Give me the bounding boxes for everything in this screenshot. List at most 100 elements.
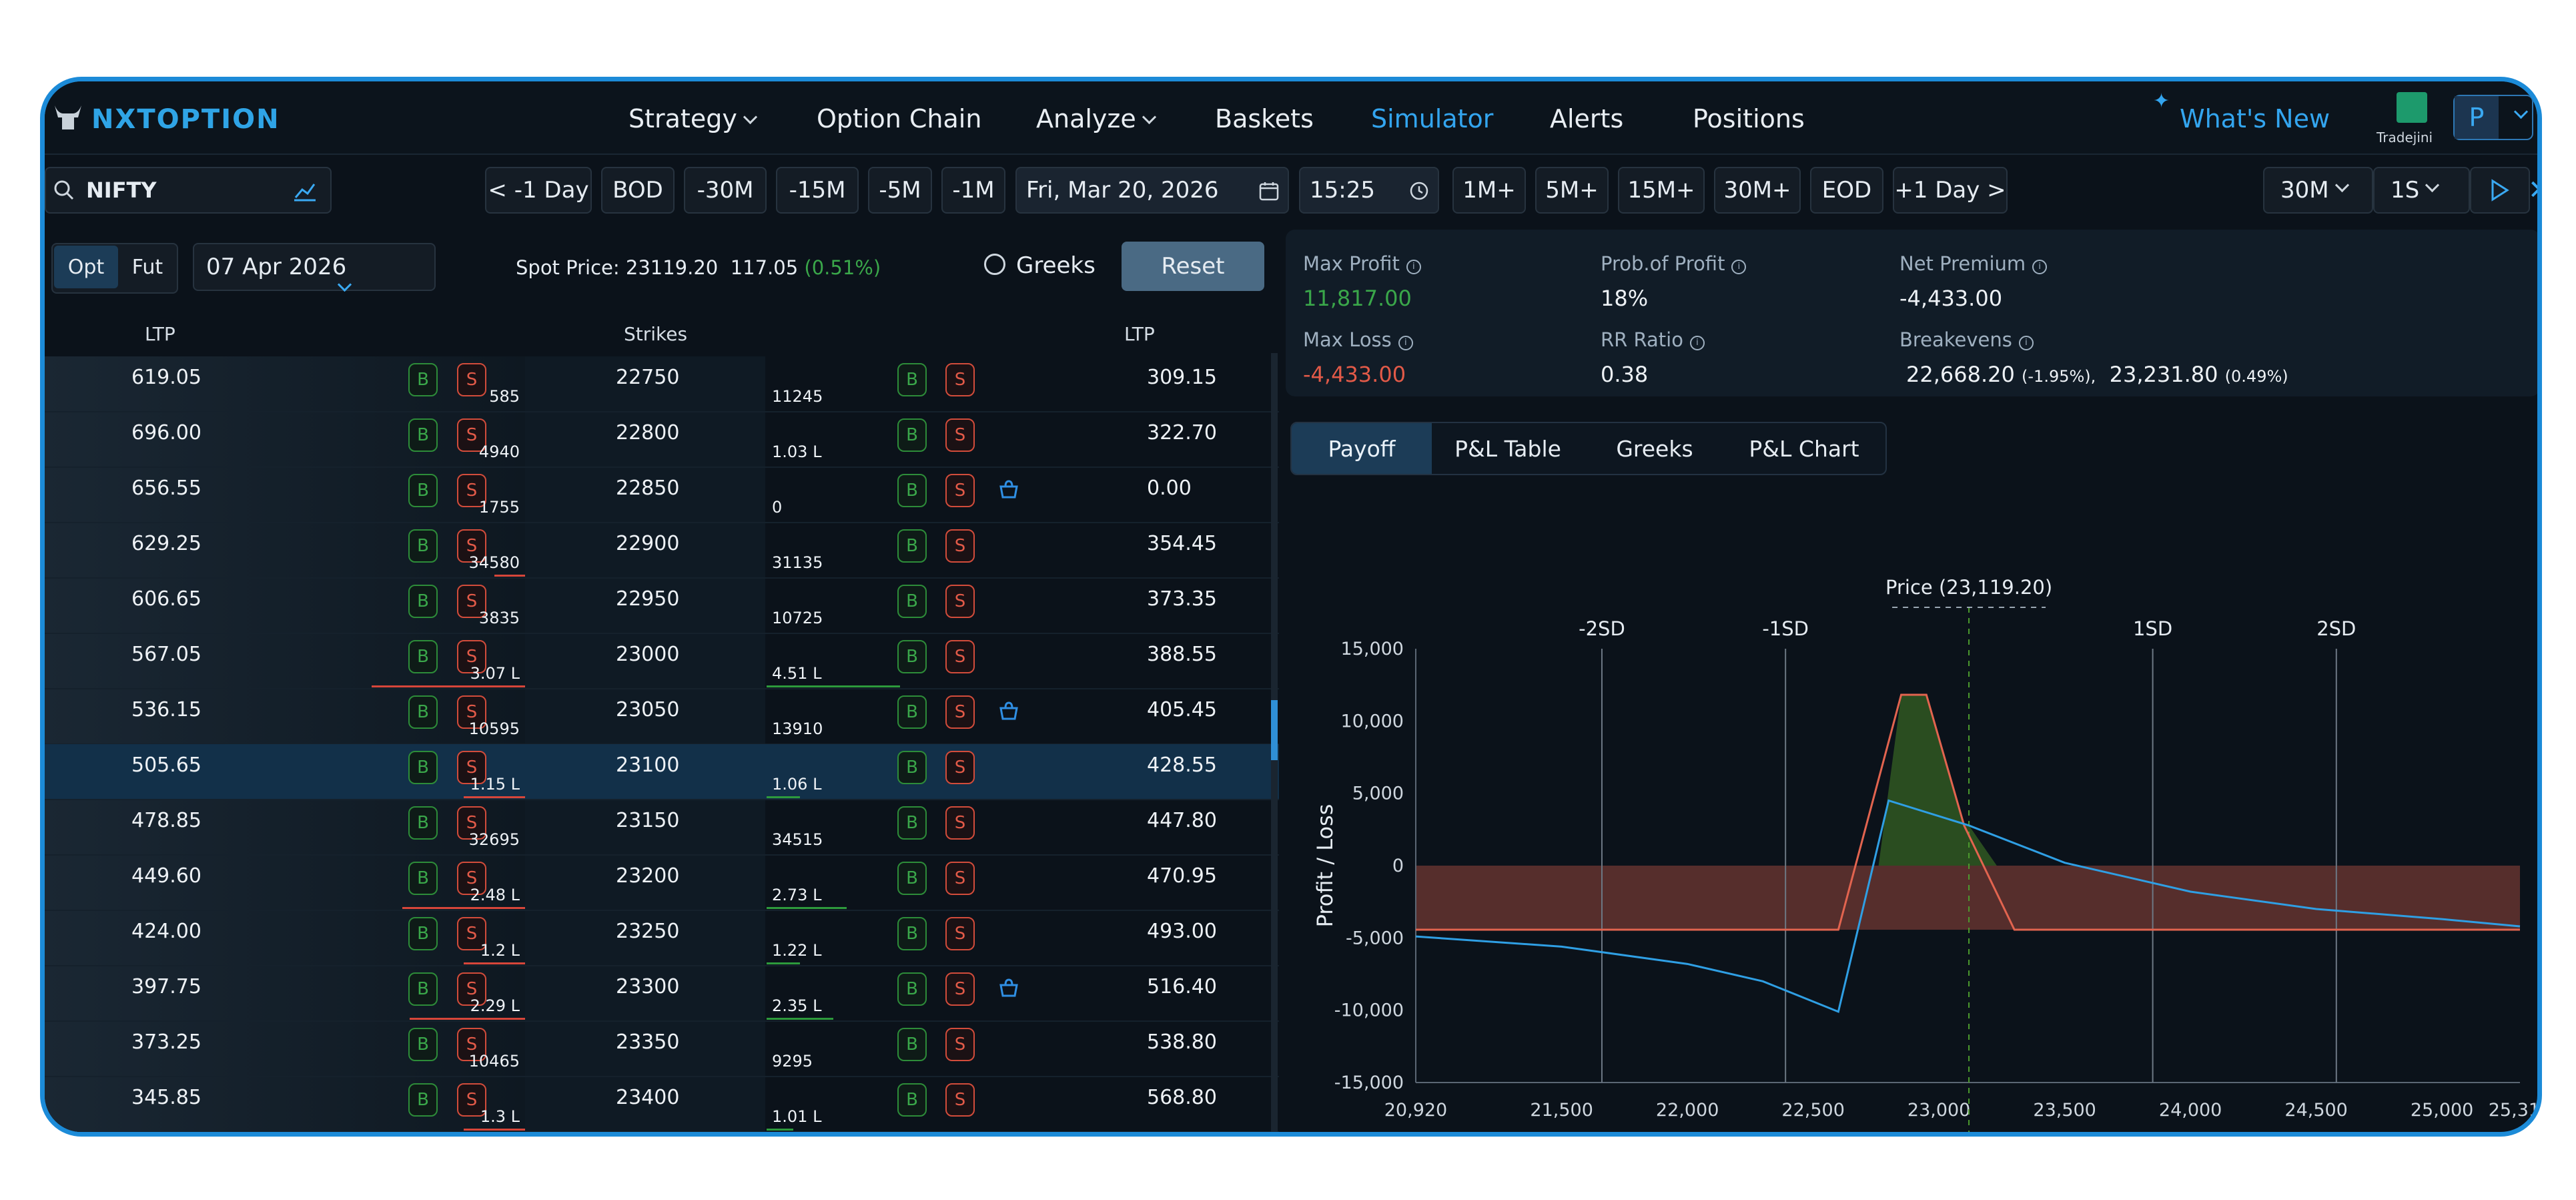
date-picker[interactable]: Fri, Mar 20, 2026 — [1015, 167, 1289, 214]
chain-row[interactable]: 478.85 B S 32695 23150 34515 B S 447.80 — [45, 800, 1279, 856]
sell-call-button[interactable]: S — [457, 806, 486, 840]
minus-15m-button[interactable]: -15M — [776, 167, 859, 214]
buy-put-button[interactable]: B — [897, 806, 927, 840]
buy-put-button[interactable]: B — [897, 585, 927, 618]
sell-put-button[interactable]: S — [945, 474, 975, 507]
plus-15m-button[interactable]: 15M+ — [1618, 167, 1705, 214]
sell-put-button[interactable]: S — [945, 1028, 975, 1061]
buy-put-button[interactable]: B — [897, 695, 927, 729]
interval-select[interactable]: 30M — [2263, 167, 2373, 214]
sell-put-button[interactable]: S — [945, 640, 975, 673]
chain-scrollbar[interactable] — [1271, 353, 1278, 1132]
speed-select[interactable]: 1S — [2373, 167, 2470, 214]
chain-row[interactable]: 373.25 B S 10465 23350 9295 B S 538.80 — [45, 1021, 1279, 1077]
buy-call-button[interactable]: B — [408, 1083, 438, 1117]
buy-call-button[interactable]: B — [408, 363, 438, 396]
chain-row[interactable]: 449.60 B S 2.48 L 23200 2.73 L B S 470.95 — [45, 855, 1279, 911]
buy-put-button[interactable]: B — [897, 529, 927, 563]
plus-5m-button[interactable]: 5M+ — [1535, 167, 1609, 214]
basket-icon[interactable] — [997, 976, 1020, 1004]
expiry-select[interactable]: 07 Apr 2026 — [193, 243, 436, 292]
sell-put-button[interactable]: S — [945, 363, 975, 396]
chain-row[interactable]: 397.75 B S 2.29 L 23300 2.35 L B S 516.40 — [45, 966, 1279, 1022]
sell-call-button[interactable]: S — [457, 585, 486, 618]
plus-1-day-button[interactable]: +1 Day > — [1893, 167, 2008, 214]
sell-put-button[interactable]: S — [945, 862, 975, 895]
sell-put-button[interactable]: S — [945, 917, 975, 950]
buy-put-button[interactable]: B — [897, 862, 927, 895]
buy-call-button[interactable]: B — [408, 474, 438, 507]
bod-button[interactable]: BOD — [601, 167, 675, 214]
sell-call-button[interactable]: S — [457, 972, 486, 1006]
sell-call-button[interactable]: S — [457, 917, 486, 950]
sell-put-button[interactable]: S — [945, 806, 975, 840]
minus-1m-button[interactable]: -1M — [941, 167, 1005, 214]
sell-put-button[interactable]: S — [945, 585, 975, 618]
tab-payoff[interactable]: Payoff — [1292, 423, 1432, 474]
close-icon[interactable]: ✕ — [2528, 175, 2537, 206]
chart-trend-icon[interactable] — [293, 179, 317, 202]
nav-strategy[interactable]: Strategy — [628, 104, 757, 133]
minus-30m-button[interactable]: -30M — [684, 167, 767, 214]
buy-put-button[interactable]: B — [897, 363, 927, 396]
nav-option-chain[interactable]: Option Chain — [817, 104, 982, 133]
nav-alerts[interactable]: Alerts — [1550, 104, 1624, 133]
buy-put-button[interactable]: B — [897, 474, 927, 507]
play-button[interactable] — [2470, 167, 2530, 214]
buy-put-button[interactable]: B — [897, 751, 927, 784]
chain-row[interactable]: 345.85 B S 1.3 L 23400 1.01 L B S 568.80 — [45, 1077, 1279, 1132]
eod-button[interactable]: EOD — [1810, 167, 1883, 214]
app-logo[interactable]: NXTOPTION — [91, 104, 280, 135]
greeks-radio[interactable] — [984, 254, 1005, 275]
basket-icon[interactable] — [997, 699, 1020, 727]
buy-call-button[interactable]: B — [408, 640, 438, 673]
sell-put-button[interactable]: S — [945, 529, 975, 563]
buy-put-button[interactable]: B — [897, 1028, 927, 1061]
buy-put-button[interactable]: B — [897, 640, 927, 673]
buy-call-button[interactable]: B — [408, 917, 438, 950]
chain-row[interactable]: 629.25 B S 34580 22900 31135 B S 354.45 — [45, 523, 1279, 579]
tab-greeks[interactable]: Greeks — [1616, 435, 1693, 462]
chain-row[interactable]: 606.65 B S 3835 22950 10725 B S 373.35 — [45, 578, 1279, 634]
reset-button[interactable]: Reset — [1122, 242, 1264, 291]
minus-5m-button[interactable]: -5M — [868, 167, 932, 214]
buy-put-button[interactable]: B — [897, 418, 927, 452]
basket-icon[interactable] — [997, 478, 1020, 506]
buy-call-button[interactable]: B — [408, 862, 438, 895]
sell-put-button[interactable]: S — [945, 695, 975, 729]
symbol-search[interactable]: NIFTY — [45, 167, 332, 214]
chain-row[interactable]: 505.65 B S 1.15 L 23100 1.06 L B S 428.55 — [45, 744, 1279, 800]
buy-call-button[interactable]: B — [408, 751, 438, 784]
buy-put-button[interactable]: B — [897, 972, 927, 1006]
sell-call-button[interactable]: S — [457, 695, 486, 729]
sell-call-button[interactable]: S — [457, 751, 486, 784]
fut-tab[interactable]: Fut — [131, 255, 163, 279]
sell-put-button[interactable]: S — [945, 972, 975, 1006]
sell-call-button[interactable]: S — [457, 1028, 486, 1061]
plus-1m-button[interactable]: 1M+ — [1452, 167, 1526, 214]
chain-scrollbar-thumb[interactable] — [1271, 700, 1278, 760]
sell-call-button[interactable]: S — [457, 529, 486, 563]
buy-call-button[interactable]: B — [408, 806, 438, 840]
chain-row[interactable]: 424.00 B S 1.2 L 23250 1.22 L B S 493.00 — [45, 910, 1279, 966]
buy-call-button[interactable]: B — [408, 695, 438, 729]
buy-call-button[interactable]: B — [408, 418, 438, 452]
nav-baskets[interactable]: Baskets — [1215, 104, 1314, 133]
minus-1-day-button[interactable]: < -1 Day — [485, 167, 592, 214]
chain-row[interactable]: 619.05 B S 585 22750 11245 B S 309.15 — [45, 356, 1279, 412]
buy-put-button[interactable]: B — [897, 1083, 927, 1117]
nav-positions[interactable]: Positions — [1693, 104, 1805, 133]
user-menu[interactable]: P — [2453, 95, 2533, 140]
nav-analyze[interactable]: Analyze — [1036, 104, 1156, 133]
sell-call-button[interactable]: S — [457, 363, 486, 396]
opt-tab[interactable]: Opt — [54, 246, 118, 288]
chain-row[interactable]: 536.15 B S 10595 23050 13910 B S 405.45 — [45, 689, 1279, 745]
sell-call-button[interactable]: S — [457, 1083, 486, 1117]
chain-row[interactable]: 567.05 B S 3.07 L 23000 4.51 L B S 388.55 — [45, 633, 1279, 689]
tab-pnl-table[interactable]: P&L Table — [1454, 435, 1561, 462]
whats-new-link[interactable]: What's New — [2180, 104, 2330, 133]
buy-call-button[interactable]: B — [408, 585, 438, 618]
buy-call-button[interactable]: B — [408, 1028, 438, 1061]
chain-row[interactable]: 656.55 B S 1755 22850 0 B S 0.00 — [45, 467, 1279, 523]
chain-row[interactable]: 696.00 B S 4940 22800 1.03 L B S 322.70 — [45, 412, 1279, 468]
